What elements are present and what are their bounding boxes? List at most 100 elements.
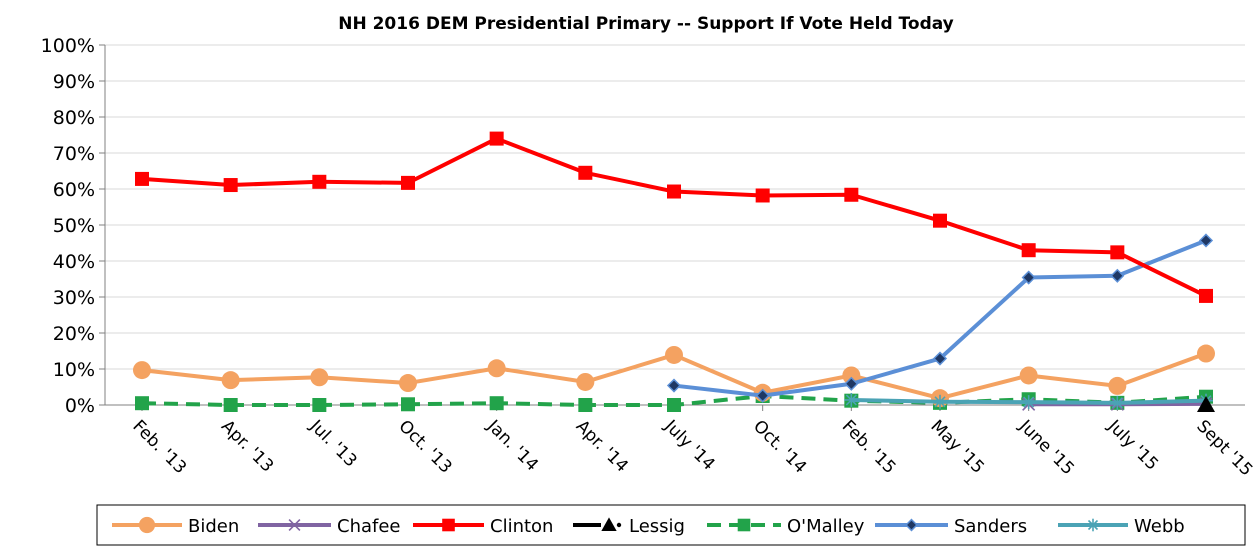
series-line [673,238,1207,398]
legend: Biden Chafee Clinton Lessig O'Malley Sanders W… [96,504,1246,546]
data-point [755,188,770,203]
legend-label: Clinton [490,516,553,537]
legend-label: Lessig [629,516,685,537]
data-point [312,174,327,189]
legend-dot [616,522,622,528]
data-point [1086,518,1100,532]
x-tick-label: May '15 [926,416,987,477]
data-point [133,361,151,380]
data-point [401,397,415,412]
y-tick-label: 100% [41,35,95,57]
data-point [1019,366,1038,385]
data-point [601,517,617,531]
series-sanders [666,233,1214,403]
x-tick-label: Oct. '13 [394,416,455,477]
chart-title: NH 2016 DEM Presidential Primary -- Supp… [338,14,954,34]
data-point [1021,395,1036,410]
y-tick-label: 40% [53,251,95,273]
legend-item-biden: Biden [112,516,239,537]
series-biden [133,344,1215,408]
legend-item-lessig: Lessig [573,516,685,537]
data-point [933,394,947,409]
series-webb [844,392,1213,410]
data-point [933,213,947,228]
y-tick-label: 80% [53,107,95,129]
data-point [578,165,593,180]
data-point [578,398,593,412]
data-point [310,368,329,387]
legend-label: Sanders [954,516,1027,537]
data-point [1197,396,1215,412]
x-tick-label: Feb. '13 [128,416,190,478]
data-point [223,398,238,412]
y-tick-label: 20% [53,323,95,345]
y-tick-label: 0% [65,395,95,417]
data-point [667,398,681,412]
x-tick-label: Oct. '14 [749,416,810,477]
series-layer [133,131,1215,412]
legend-item-omalley: O'Malley [707,516,865,537]
data-point [1110,245,1125,260]
data-point [844,187,859,202]
y-axis: 0% 10% 20% 30% 40% 50% 60% 70% 80% 90% 100% [41,35,106,417]
data-point [135,396,149,411]
y-tick-label: 60% [53,179,95,201]
data-point [844,392,859,407]
x-tick-label: Apr. '14 [572,416,632,476]
legend-label: Chafee [337,516,401,537]
data-point [401,175,415,190]
x-tick-label: Feb. '15 [838,416,900,478]
data-point [755,388,770,403]
data-point [487,359,506,378]
data-point [399,374,417,393]
legend-item-clinton: Clinton [413,516,553,537]
data-point [1021,243,1036,258]
legend-label: Biden [188,516,239,537]
data-point [489,131,504,146]
y-tick-label: 10% [53,359,95,381]
x-tick-label: July '15 [1103,416,1162,475]
legend-item-chafee: Chafee [258,516,401,537]
data-point [312,398,327,412]
data-point [1021,270,1036,285]
data-point [288,519,301,531]
series-clinton [135,131,1213,303]
data-point [1198,233,1214,248]
series-line [141,136,1207,298]
data-point [1108,376,1127,395]
data-point [1110,395,1125,410]
x-tick-label: Jul. '13 [305,416,361,472]
data-point [1197,344,1215,363]
legend-box [96,504,1246,546]
x-axis: Feb. '13 Apr. '13 Jul. '13 Oct. '13 Jan. '14… [105,404,1256,480]
legend-item-sanders: Sanders [875,516,1027,537]
data-point [442,518,455,532]
data-point [905,518,918,532]
x-tick-label: June '15 [1014,416,1077,479]
gridlines [105,44,1245,370]
data-point [844,376,859,391]
x-tick-label: Jan. '14 [482,416,542,476]
data-point [223,178,238,193]
y-tick-label: 30% [53,287,95,309]
series-lessig [1197,396,1215,412]
data-point [737,518,751,532]
data-point [842,366,861,385]
data-point [138,516,156,534]
y-tick-label: 90% [53,71,95,93]
data-point [576,372,595,391]
data-point [932,351,948,366]
data-point [666,378,682,393]
data-point [489,396,504,411]
legend-item-webb: Webb [1058,516,1185,537]
data-point [1199,288,1213,303]
x-tick-label: Apr. '13 [217,416,277,476]
data-point [1110,268,1125,283]
legend-label: O'Malley [787,516,865,537]
y-tick-label: 50% [53,215,95,237]
legend-label: Webb [1134,516,1185,537]
y-tick-label: 70% [53,143,95,165]
x-tick-label: Sept '15 [1192,416,1256,480]
data-point [667,184,681,199]
